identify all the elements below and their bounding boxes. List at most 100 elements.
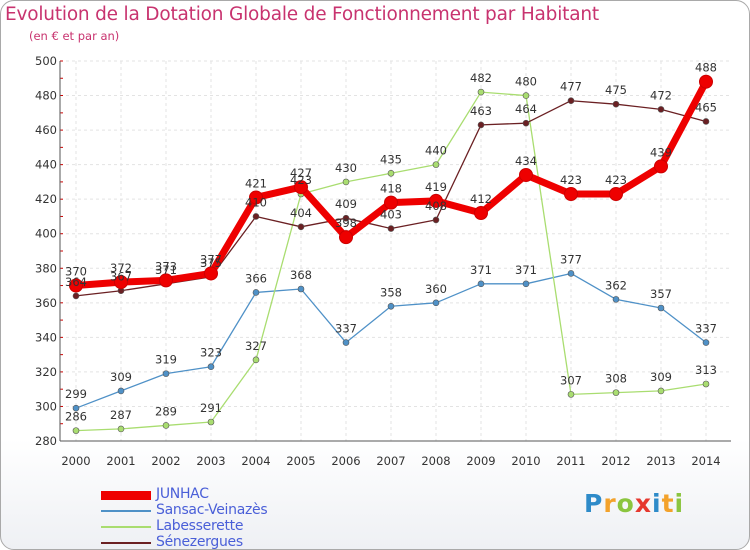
y-tick-label: 360 [35, 296, 57, 310]
data-label-senezergues: 364 [65, 275, 87, 289]
data-point-junhac [249, 190, 263, 205]
data-label-sansac-veinazes: 323 [200, 346, 222, 360]
data-label-labesserette: 307 [560, 373, 582, 387]
data-point-junhac [654, 159, 668, 174]
data-point-labesserette [432, 161, 440, 168]
y-tick-label: 340 [35, 330, 57, 344]
data-label-junhac: 423 [560, 173, 582, 187]
x-tick-label: 2012 [601, 454, 630, 468]
y-tick-label: 480 [35, 89, 57, 103]
data-label-senezergues: 472 [650, 88, 672, 102]
data-label-labesserette: 291 [200, 401, 222, 415]
data-point-junhac [474, 206, 488, 220]
data-label-junhac: 418 [380, 182, 402, 196]
data-point-senezergues [477, 121, 485, 129]
data-point-labesserette [162, 422, 170, 429]
data-point-senezergues [342, 214, 350, 222]
y-tick-label: 300 [35, 399, 57, 413]
data-label-junhac: 419 [425, 180, 447, 194]
y-tick-label: 440 [35, 158, 57, 172]
data-label-senezergues: 404 [290, 206, 312, 220]
data-point-labesserette [252, 356, 260, 364]
data-point-sansac-veinazes [657, 304, 665, 312]
data-label-junhac: 412 [470, 192, 492, 206]
data-point-sansac-veinazes [162, 370, 170, 377]
data-point-junhac [339, 230, 353, 245]
data-label-junhac: 488 [695, 61, 717, 75]
data-label-sansac-veinazes: 299 [65, 387, 87, 401]
x-tick-label: 2006 [331, 454, 360, 468]
data-point-senezergues [72, 292, 80, 300]
data-point-senezergues [702, 118, 710, 125]
x-tick-label: 2014 [691, 454, 720, 468]
data-label-senezergues: 408 [425, 199, 447, 213]
legend-swatch [101, 542, 151, 544]
x-tick-label: 2011 [556, 454, 585, 468]
data-point-senezergues [522, 119, 530, 127]
data-point-junhac [699, 74, 713, 89]
data-point-sansac-veinazes [432, 299, 440, 307]
legend-label: Sansac-Veinazès [156, 502, 268, 518]
data-label-sansac-veinazes: 360 [425, 282, 447, 296]
data-label-sansac-veinazes: 337 [695, 322, 717, 336]
x-tick-label: 2003 [196, 454, 225, 468]
data-label-labesserette: 482 [470, 71, 492, 85]
data-point-sansac-veinazes [612, 296, 620, 303]
x-tick-label: 2007 [376, 454, 405, 468]
data-point-junhac [519, 168, 533, 182]
data-label-senezergues: 475 [605, 83, 627, 97]
data-point-senezergues [612, 100, 620, 108]
x-tick-label: 2005 [286, 454, 315, 468]
data-label-senezergues: 465 [695, 100, 717, 114]
data-label-junhac: 427 [290, 166, 312, 180]
data-label-sansac-veinazes: 358 [380, 285, 402, 299]
data-label-sansac-veinazes: 371 [470, 263, 492, 277]
y-tick-label: 420 [35, 192, 57, 206]
y-tick-label: 380 [35, 261, 57, 275]
data-point-sansac-veinazes [207, 363, 215, 371]
data-point-sansac-veinazes [477, 280, 485, 288]
data-label-senezergues: 367 [110, 270, 132, 284]
data-point-sansac-veinazes [252, 289, 260, 296]
data-label-junhac: 423 [605, 173, 627, 187]
data-point-labesserette [72, 427, 80, 434]
data-label-junhac: 421 [245, 176, 267, 190]
data-label-senezergues: 410 [245, 195, 267, 209]
data-label-sansac-veinazes: 368 [290, 268, 312, 282]
data-label-senezergues: 463 [470, 104, 492, 118]
data-label-labesserette: 308 [605, 372, 627, 386]
data-point-junhac [114, 275, 128, 290]
legend-label: Labesserette [156, 518, 244, 534]
x-tick-label: 2010 [511, 454, 540, 468]
data-point-sansac-veinazes [342, 339, 350, 346]
x-tick-label: 2000 [61, 454, 90, 468]
data-point-junhac [159, 273, 173, 288]
data-label-sansac-veinazes: 319 [155, 353, 177, 367]
data-label-labesserette: 313 [695, 363, 717, 377]
logo-letter: x [634, 489, 652, 518]
data-label-senezergues: 371 [155, 263, 177, 277]
x-tick-label: 2002 [151, 454, 180, 468]
logo-letter: r [603, 489, 617, 518]
data-point-sansac-veinazes [567, 270, 575, 277]
data-point-sansac-veinazes [702, 339, 710, 346]
data-point-senezergues [567, 97, 575, 105]
data-label-sansac-veinazes: 309 [110, 370, 132, 384]
x-tick-label: 2009 [466, 454, 495, 468]
data-point-labesserette [477, 88, 485, 96]
data-point-senezergues [252, 213, 260, 220]
legend-label: Sénezergues [156, 534, 243, 550]
legend-label: JUNHAC [156, 486, 209, 502]
data-point-senezergues [432, 216, 440, 224]
data-point-labesserette [567, 391, 575, 398]
data-label-labesserette: 480 [515, 75, 537, 89]
data-point-senezergues [387, 225, 395, 232]
data-point-junhac [69, 278, 83, 293]
data-point-junhac [294, 180, 308, 195]
y-tick-label: 500 [35, 54, 57, 68]
chart-title: Evolution de la Dotation Globale de Fonc… [5, 4, 599, 25]
data-label-junhac: 377 [200, 252, 222, 266]
chart-subtitle: (en € et par an) [29, 29, 120, 43]
